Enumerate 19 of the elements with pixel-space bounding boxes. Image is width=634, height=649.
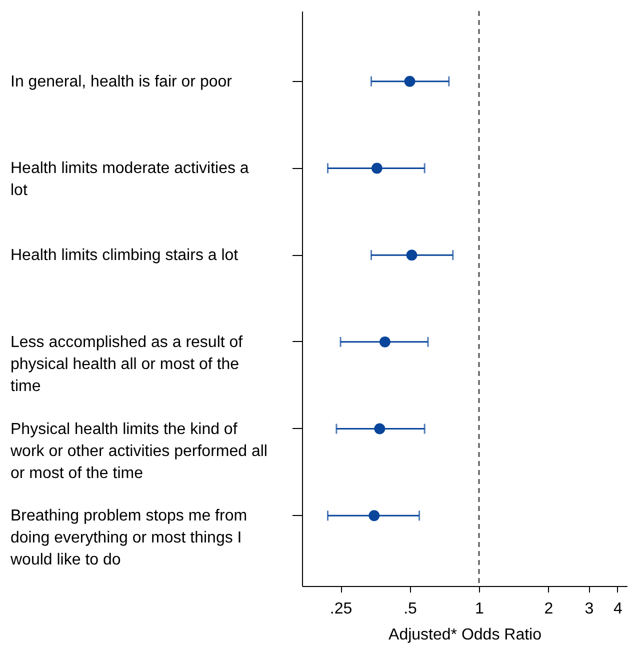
point	[379, 336, 390, 348]
y-tick-label: In general, health is fair or poor	[10, 73, 233, 90]
x-tick-label: 2	[544, 600, 554, 618]
y-tick-label: Health limits moderate activities a lot	[10, 160, 249, 200]
point	[371, 162, 382, 174]
point	[374, 423, 386, 434]
y-tick-label: Less accomplished as a result of physical health all or most of the time	[10, 334, 244, 395]
x-axis-title: Adjusted* Odds Ratio	[388, 626, 542, 644]
x-tick-label: 1	[475, 600, 484, 618]
y-tick-label: Health limits climbing stairs a lot	[10, 247, 239, 264]
x-tick-label: 3	[584, 600, 594, 618]
y-tick-label: Breathing problem stops me from doing everything or most things I would like to do	[10, 508, 248, 569]
x-tick-label: 4	[614, 600, 623, 618]
point	[406, 250, 418, 261]
x-tick-label: .25	[330, 600, 352, 618]
point	[404, 76, 416, 87]
point	[368, 510, 380, 522]
x-tick-label: .5	[404, 600, 418, 618]
y-tick-label: Physical health limits the kind of work or other activities performed all or most of the time	[10, 420, 268, 482]
